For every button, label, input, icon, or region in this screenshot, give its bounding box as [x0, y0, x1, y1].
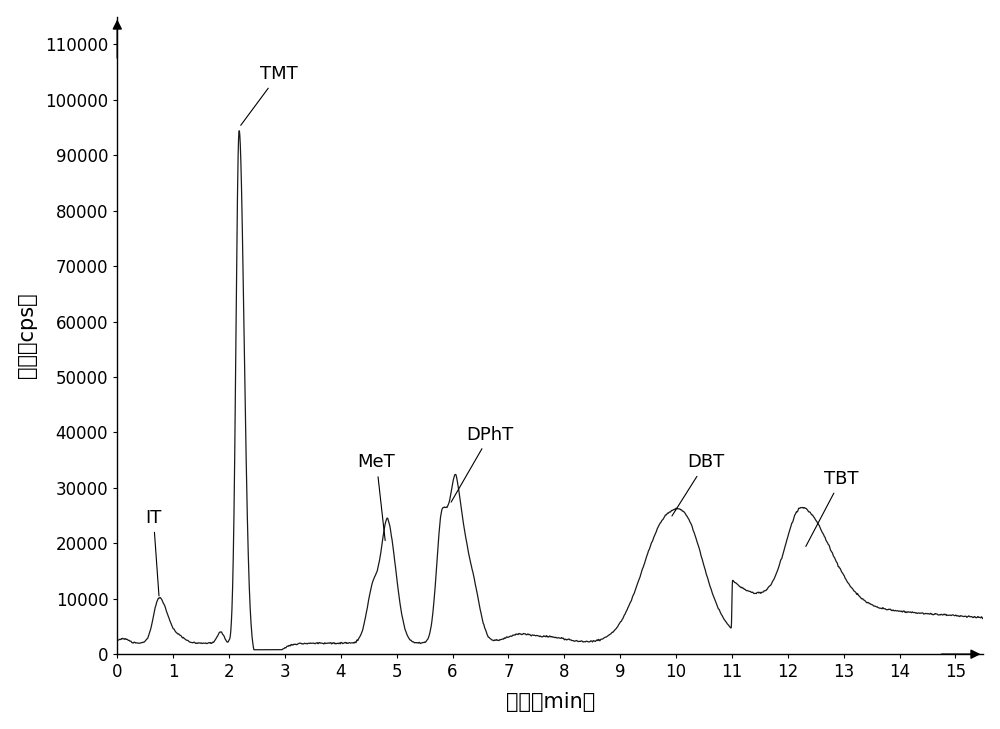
X-axis label: 时间（min）: 时间（min）	[506, 693, 595, 712]
Text: MeT: MeT	[358, 453, 395, 541]
Y-axis label: 峰高（cps）: 峰高（cps）	[17, 292, 37, 378]
Text: TMT: TMT	[241, 65, 298, 125]
Text: TBT: TBT	[806, 470, 859, 547]
Text: DPhT: DPhT	[451, 426, 514, 502]
Text: DBT: DBT	[672, 453, 724, 516]
Text: IT: IT	[145, 509, 162, 596]
